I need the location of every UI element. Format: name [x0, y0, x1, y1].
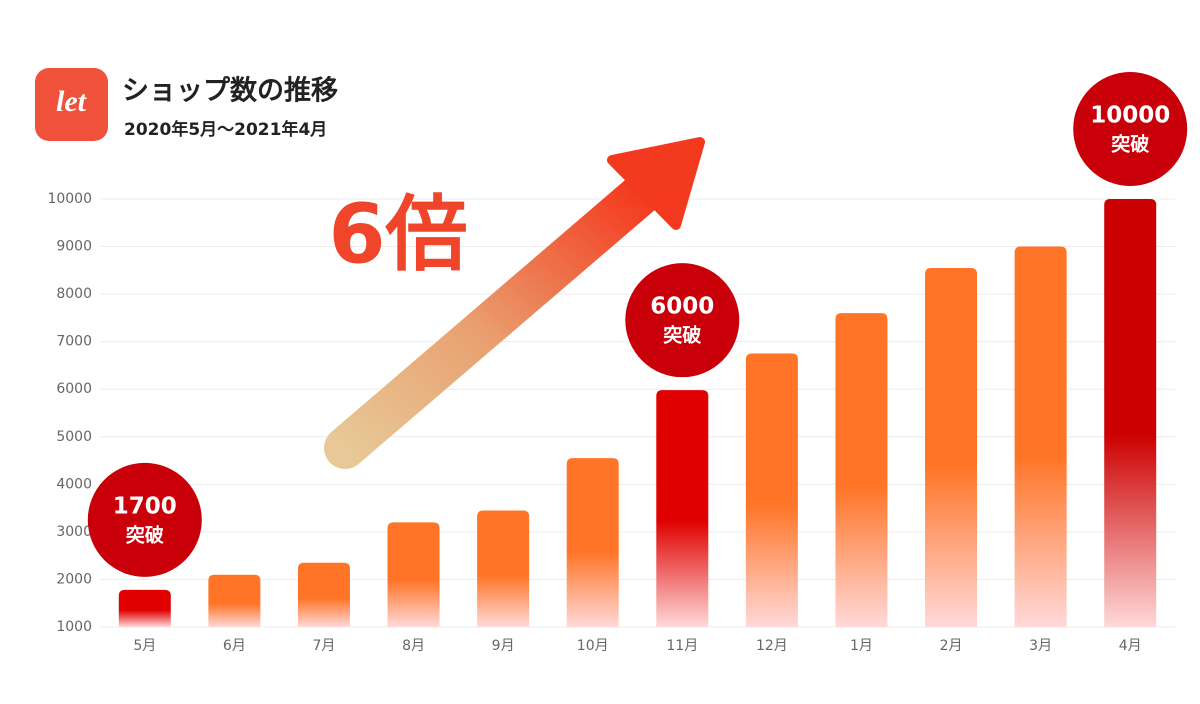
y-tick-label: 5000 [56, 429, 92, 445]
x-tick-label: 7月 [312, 638, 335, 654]
bar [118, 589, 171, 627]
chart-title: ショップ数の推移 [122, 76, 338, 107]
bar [387, 522, 440, 627]
callout-value: 10000 [1090, 103, 1170, 129]
headline: 6倍 [328, 187, 467, 282]
y-tick-label: 9000 [56, 239, 92, 255]
x-tick-label: 1月 [850, 638, 873, 654]
bar [925, 267, 978, 627]
x-tick-label: 6月 [223, 638, 246, 654]
x-tick-label: 11月 [666, 638, 698, 654]
x-tick-label: 4月 [1119, 638, 1142, 654]
logo-text: let [56, 85, 88, 118]
y-tick-label: 4000 [56, 476, 92, 492]
bar [208, 574, 261, 627]
bar [745, 353, 798, 627]
callout-value: 6000 [650, 294, 714, 320]
callout-note: 突破 [663, 324, 701, 347]
bar [1104, 199, 1157, 627]
x-tick-label: 10月 [577, 638, 609, 654]
callout-value: 1700 [113, 493, 177, 519]
bar [297, 562, 350, 627]
bar [835, 313, 888, 627]
y-tick-label: 6000 [56, 381, 92, 397]
callout-note: 突破 [126, 523, 164, 546]
chart-subtitle: 2020年5月～2021年4月 [124, 119, 327, 140]
trend-arrow-head [607, 137, 705, 230]
logo-badge [35, 68, 108, 141]
x-tick-label: 8月 [402, 638, 425, 654]
y-tick-label: 10000 [47, 191, 92, 207]
trend-arrow [324, 174, 661, 469]
callout-badge [87, 462, 202, 577]
x-tick-label: 3月 [1029, 638, 1052, 654]
bar [656, 390, 709, 627]
callout-note: 突破 [1111, 133, 1149, 156]
y-tick-label: 2000 [56, 571, 92, 587]
bar [566, 458, 619, 627]
bar [1014, 246, 1067, 628]
callout-badge [625, 263, 740, 378]
callout-badge [1073, 72, 1188, 186]
y-tick-label: 8000 [56, 286, 92, 302]
y-tick-label: 1000 [56, 619, 92, 635]
y-tick-label: 3000 [56, 524, 92, 540]
y-tick-label: 7000 [56, 334, 92, 350]
x-tick-label: 5月 [133, 638, 156, 654]
x-tick-label: 12月 [756, 638, 788, 654]
x-tick-label: 2月 [940, 638, 963, 654]
x-tick-label: 9月 [492, 638, 515, 654]
bar [477, 510, 530, 627]
